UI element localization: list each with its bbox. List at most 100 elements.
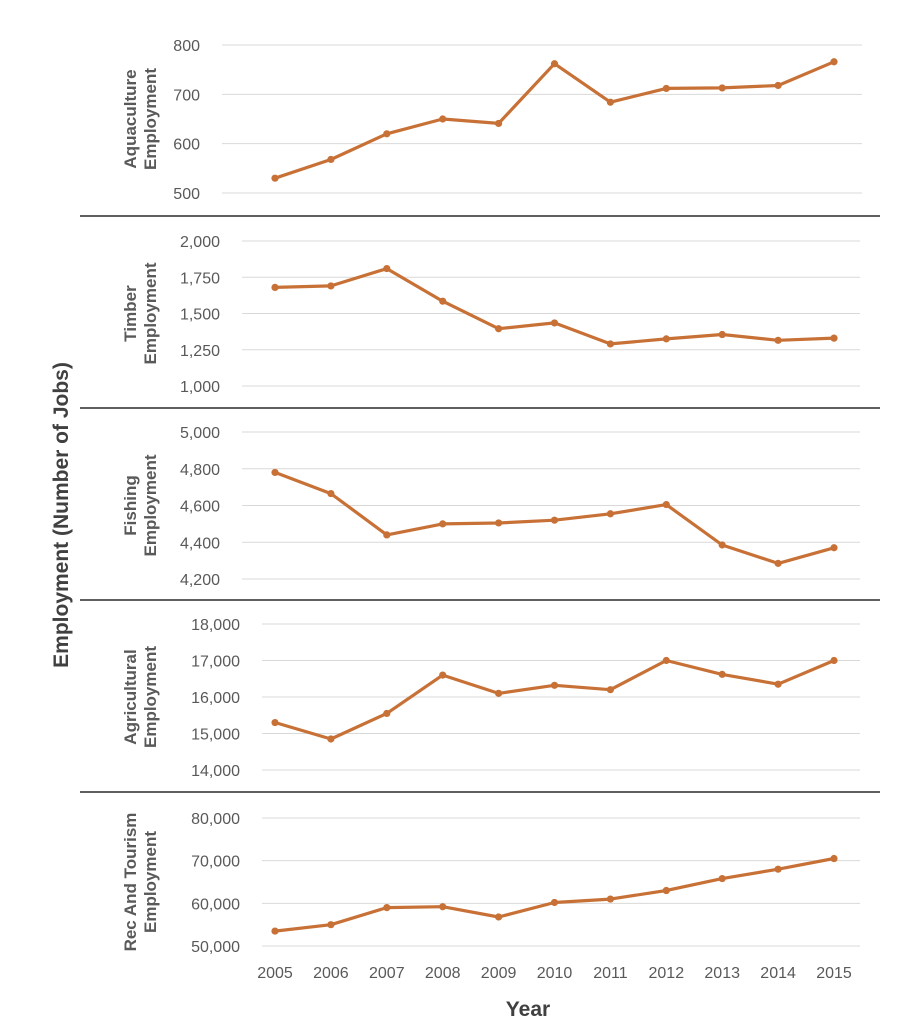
data-point [271,468,279,477]
x-tick-label: 2006 [313,965,349,982]
panel-label-line: Employment [141,646,160,748]
data-point [606,340,615,348]
y-axis-title: Employment (Number of Jobs) [50,362,73,668]
y-tick-label: 4,400 [180,535,220,552]
data-point [830,544,838,552]
y-tick-label: 4,200 [180,572,220,589]
data-point [327,155,335,164]
data-point [718,874,726,883]
data-point [774,680,782,688]
y-tick-label: 4,600 [180,499,220,516]
y-tick-label: 4,800 [180,462,220,479]
data-point [383,130,391,138]
series-line [274,267,835,346]
data-point [439,903,447,911]
data-point [774,81,782,90]
data-point [383,709,391,718]
panel-label: AquacultureEmployment [121,68,160,170]
data-point [662,886,670,895]
panel-label-line: Timber [121,285,140,342]
data-point [718,330,726,339]
series-line [274,60,835,180]
x-tick-label: 2013 [704,965,740,982]
y-tick-label: 16,000 [191,690,240,707]
data-point [495,689,503,697]
panel-0: 500 600 700 800 AquacultureEmployment [121,38,862,203]
x-tick-label: 2012 [649,965,685,982]
y-tick-label: 800 [173,38,200,55]
panel-label-line: Fishing [121,475,140,535]
panel-label-line: Employment [141,262,160,364]
data-point [774,559,782,567]
data-point [271,927,279,935]
data-point [550,319,559,327]
series-line [274,856,835,933]
x-tick-label: 2008 [425,965,461,982]
data-point [327,921,335,929]
data-point [439,671,447,679]
data-point [383,904,391,912]
data-point [662,335,670,343]
panel-3: 14,000 15,000 16,000 17,000 18,000 Agricultur… [121,617,860,780]
y-tick-label: 1,500 [180,307,220,324]
x-tick-label: 2014 [760,965,796,982]
data-point [606,895,615,903]
data-point [495,519,503,527]
x-tick-label: 2007 [369,965,405,982]
data-point [830,854,838,863]
y-tick-label: 70,000 [191,854,240,871]
panel-label: TimberEmployment [121,262,160,364]
y-tick-label: 500 [173,186,200,203]
data-point [718,670,726,678]
data-point [327,282,335,290]
y-tick-label: 700 [173,87,200,104]
data-point [439,520,447,528]
data-point [327,489,335,498]
panel-label-line: Employment [141,831,160,933]
data-point [271,718,279,727]
y-tick-label: 60,000 [191,896,240,913]
data-point [271,283,279,291]
data-point [495,913,503,921]
panel-4: 50,000 60,000 70,000 80,000 Rec And TourismE… [121,811,860,956]
panel-label-line: Rec And Tourism [121,813,140,952]
y-tick-label: 1,000 [180,379,220,396]
x-axis-title: Year [506,998,550,1021]
data-point [662,84,670,93]
x-tick-label: 2009 [481,965,517,982]
data-point [550,898,559,907]
panel-label-line: Employment [141,454,160,556]
data-point [830,58,838,66]
y-tick-label: 15,000 [191,727,240,744]
panel-label-line: Aquaculture [121,69,140,168]
data-point [774,336,782,344]
data-point [662,656,670,665]
y-tick-label: 17,000 [191,654,240,671]
data-point [495,119,503,128]
data-point [606,686,615,694]
x-tick-label: 2010 [537,965,573,982]
data-point [550,516,559,524]
y-tick-label: 14,000 [191,763,240,780]
y-tick-label: 1,750 [180,270,220,287]
chart-panels: 500600700800AquacultureEmployment1,0001,… [80,38,880,982]
y-tick-label: 5,000 [180,425,220,442]
data-point [439,297,447,305]
y-tick-label: 2,000 [180,234,220,251]
data-point [383,264,391,273]
data-point [550,681,559,689]
x-tick-label: 2011 [593,965,628,982]
data-point [439,115,447,123]
data-point [774,865,782,873]
y-tick-label: 600 [173,137,200,154]
data-point [271,174,279,182]
data-point [830,334,838,342]
panel-2: 4,200 4,400 4,600 4,800 5,000 FishingEmployme… [121,425,860,589]
panel-label: FishingEmployment [121,454,160,556]
y-tick-label: 1,250 [180,343,220,360]
data-point [606,510,615,518]
data-point [606,98,615,106]
data-point [550,60,559,68]
panel-1: 1,000 1,250 1,500 1,750 2,000 TimberEmploymen… [121,234,860,396]
panel-label-line: Agricultural [121,649,140,744]
